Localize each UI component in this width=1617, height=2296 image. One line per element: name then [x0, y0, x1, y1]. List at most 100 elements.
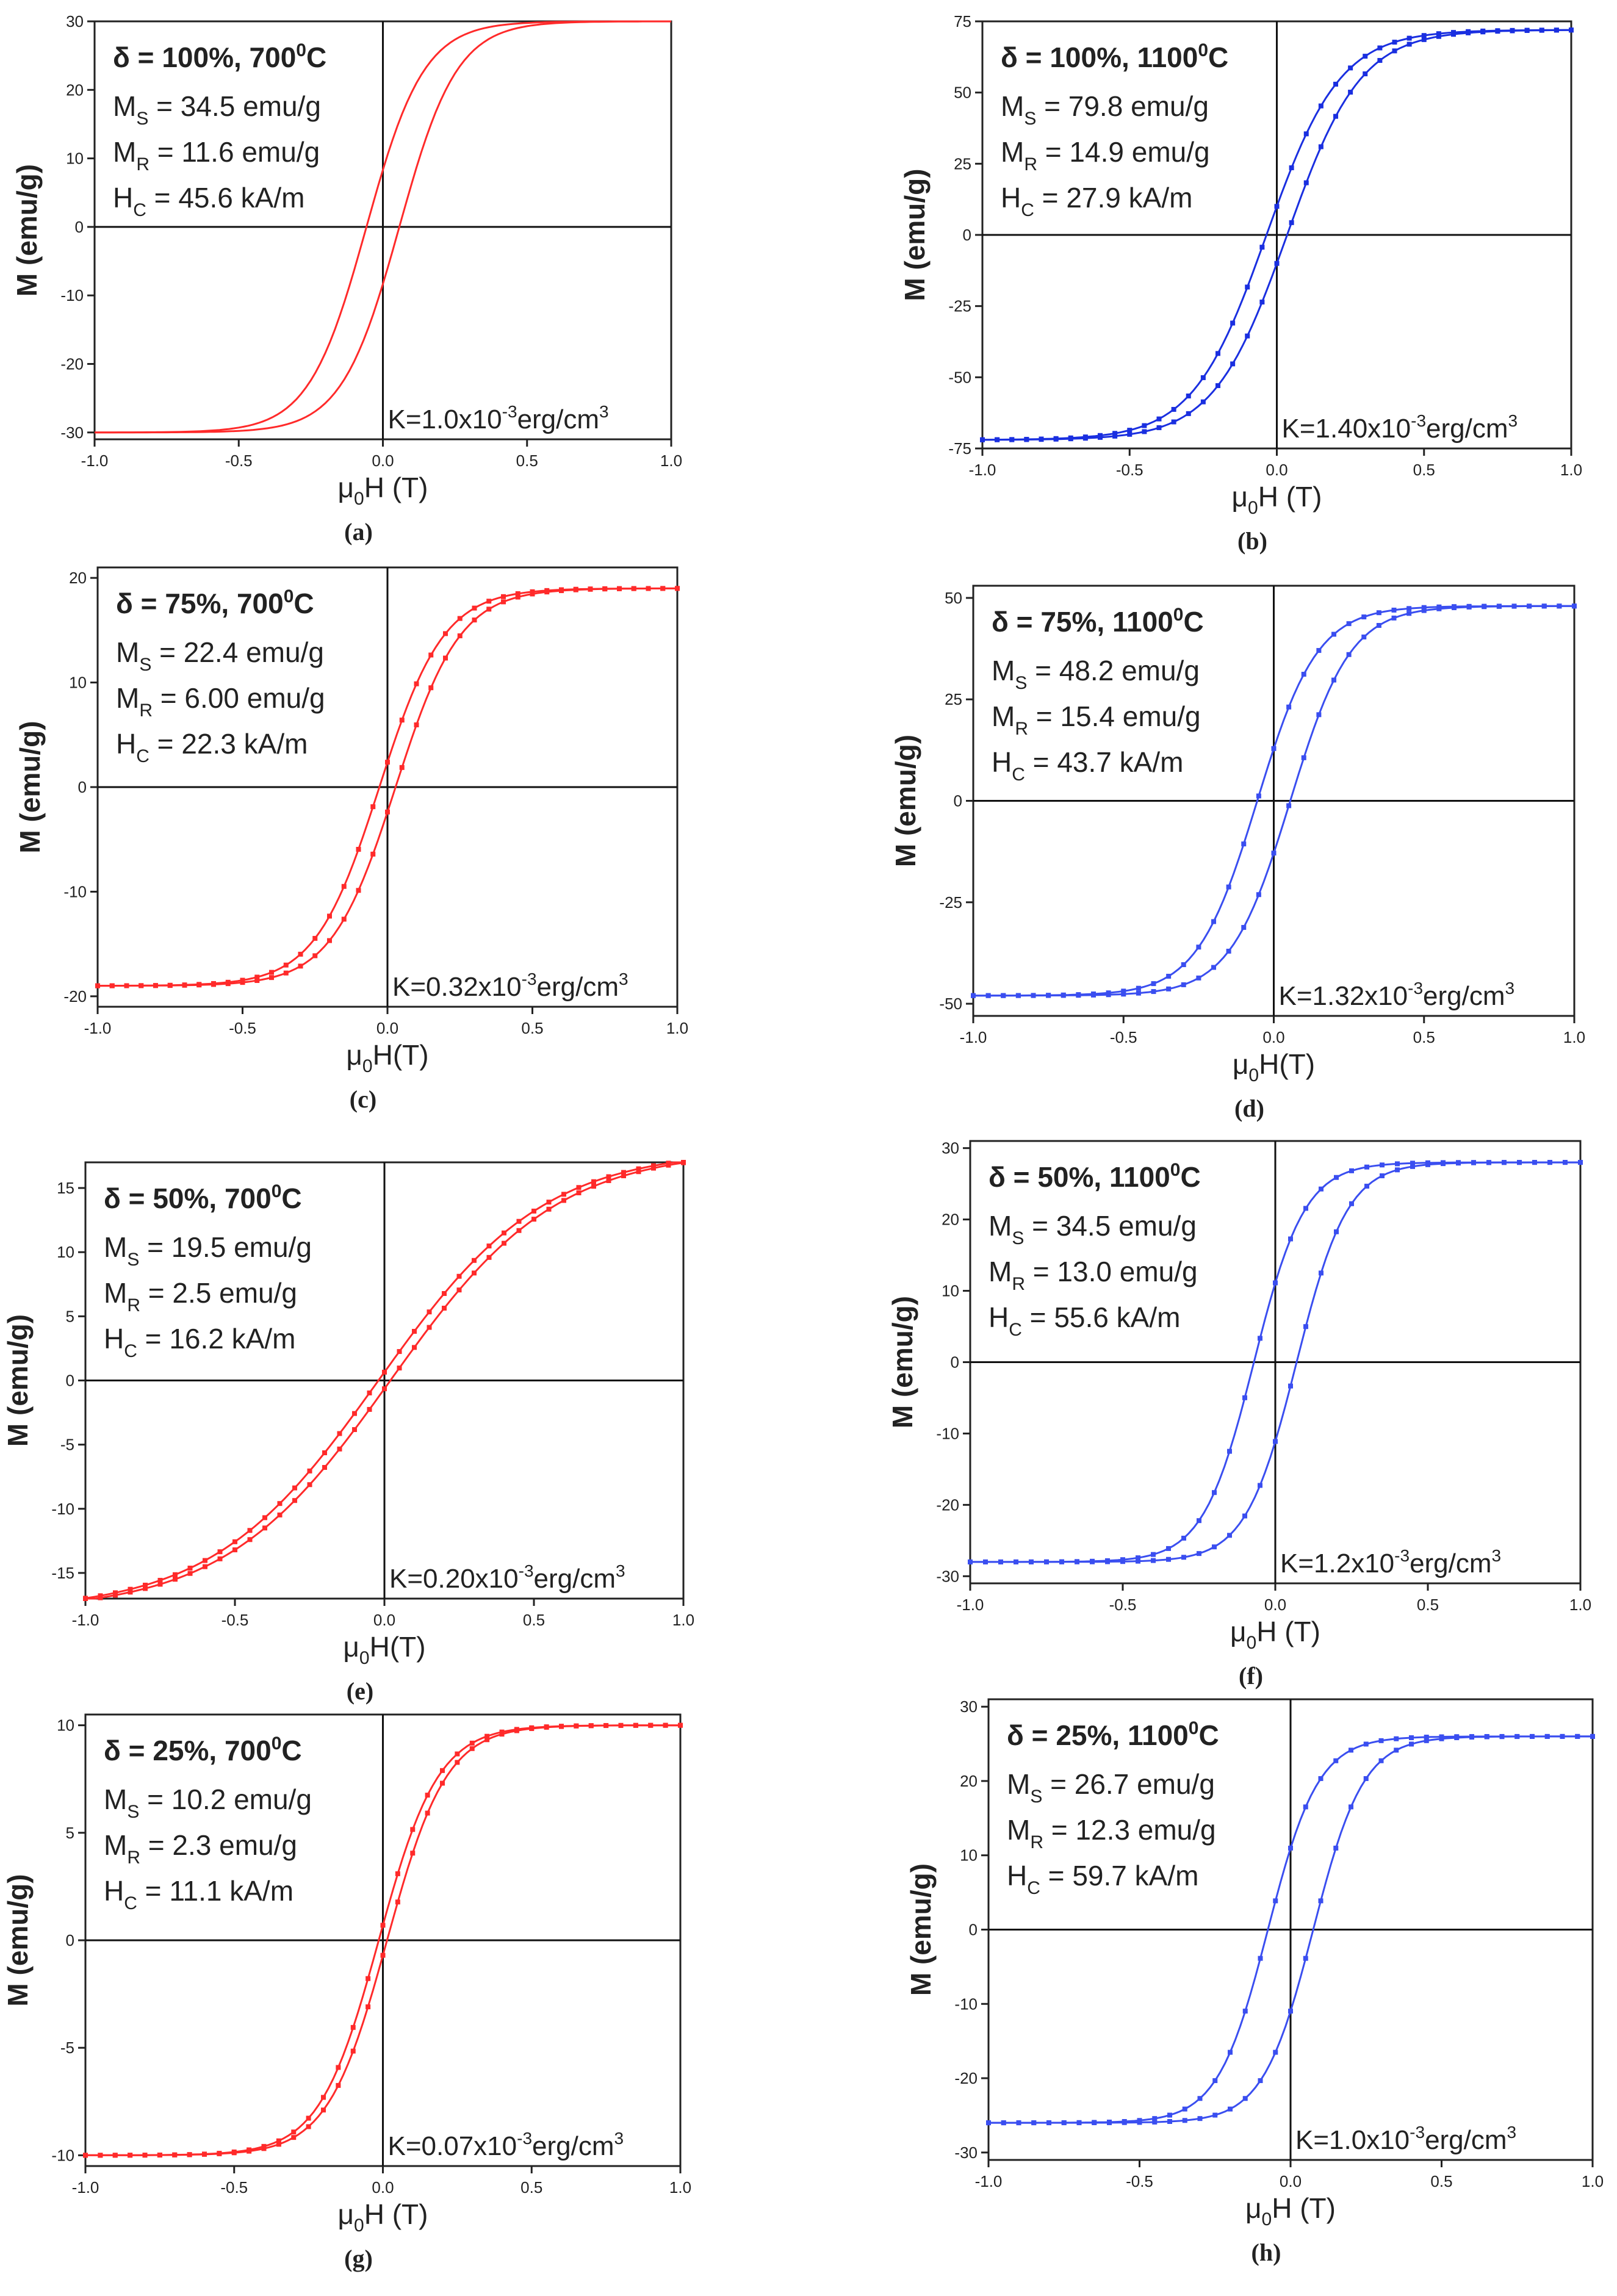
data-point-marker	[395, 1899, 400, 1905]
mu-subscript: 0	[1248, 1065, 1259, 1085]
data-point-marker	[356, 846, 361, 852]
data-point-marker	[1495, 29, 1500, 34]
data-point-marker	[1363, 1776, 1369, 1781]
data-point-marker	[1361, 634, 1367, 639]
data-point-marker	[486, 1243, 492, 1249]
data-point-marker	[1166, 1546, 1171, 1551]
data-point-marker	[261, 2146, 267, 2151]
data-point-marker	[1136, 985, 1141, 991]
y-tick-label: 10	[57, 1243, 74, 1261]
data-point-marker	[1286, 704, 1292, 710]
data-point-marker	[203, 1558, 207, 1563]
data-point-marker	[276, 2142, 281, 2147]
x-tick-label: -0.5	[1126, 2172, 1153, 2190]
y-axis-label: M (emu/g)	[890, 735, 921, 867]
y-tick-label: -75	[948, 439, 971, 458]
data-point-marker	[1406, 35, 1412, 41]
saturation-magnetization-label: MS = 22.4 emu/g	[116, 636, 324, 675]
data-point-marker	[1466, 30, 1471, 35]
data-point-marker	[1098, 434, 1103, 440]
data-point-marker	[980, 437, 985, 442]
data-point-marker	[1436, 606, 1442, 611]
field-unit: H (T)	[364, 2198, 428, 2230]
data-point-marker	[153, 983, 158, 988]
anisotropy-constant-label: K=1.0x10-3erg/cm3	[388, 402, 609, 434]
data-point-marker	[1271, 851, 1277, 856]
data-point-marker	[1572, 603, 1577, 609]
data-point-marker	[1171, 419, 1176, 425]
data-point-marker	[1421, 605, 1427, 610]
mu-symbol: μ	[346, 1039, 362, 1071]
coercivity-label: HC = 55.6 kA/m	[989, 1301, 1180, 1340]
x-tick-label: 0.5	[1417, 1596, 1439, 1614]
data-point-marker	[678, 1722, 683, 1728]
data-point-marker	[1421, 33, 1427, 38]
data-point-marker	[322, 1465, 327, 1470]
x-tick-label: 0.0	[372, 2178, 394, 2197]
panel-a: -1.0 -0.5 0.0 0.5 1.0 -30 -20 -10 0 10 20 30 M (emu/…	[11, 12, 682, 545]
data-point-marker	[440, 1768, 445, 1773]
data-point-marker	[455, 1760, 460, 1765]
data-point-marker	[469, 1740, 475, 1746]
data-point-marker	[1212, 2078, 1218, 2084]
data-point-marker	[1152, 2119, 1158, 2125]
coercivity-label: HC = 59.7 kA/m	[1007, 1860, 1198, 1898]
mu-subscript: 0	[354, 489, 364, 509]
data-point-marker	[1333, 1845, 1339, 1851]
data-point-marker	[128, 2153, 133, 2158]
data-point-marker	[352, 1411, 357, 1416]
y-tick-label: -25	[948, 297, 971, 315]
data-point-marker	[425, 1793, 430, 1798]
data-point-marker	[1334, 1175, 1339, 1180]
data-point-marker	[1001, 993, 1006, 998]
y-tick-label: -15	[51, 1564, 74, 1582]
data-point-marker	[382, 1386, 387, 1392]
data-point-marker	[646, 586, 651, 591]
x-axis-label: μ0H (T)	[1230, 1616, 1320, 1653]
data-point-marker	[277, 1512, 283, 1517]
data-point-marker	[385, 809, 390, 815]
panel-f: -1.0 -0.5 0.0 0.5 1.0 -30 -20 -10 0 10 20 30 M (emu/…	[887, 1139, 1591, 1690]
data-point-marker	[1394, 1747, 1399, 1753]
data-point-marker	[350, 2024, 356, 2030]
data-point-marker	[1436, 31, 1441, 37]
data-point-marker	[576, 1190, 582, 1195]
x-tick-label: 0.0	[372, 452, 394, 470]
data-point-marker	[440, 1780, 445, 1786]
x-tick-label: 0.5	[1430, 2172, 1452, 2190]
data-point-marker	[681, 1160, 686, 1165]
field-unit: H (T)	[1272, 2192, 1336, 2224]
data-point-marker	[182, 982, 187, 988]
data-point-marker	[1273, 1439, 1278, 1444]
data-point-marker	[1046, 2120, 1051, 2126]
data-point-marker	[486, 599, 492, 604]
x-axis-label: μ0H (T)	[338, 472, 428, 509]
panel-caption: (a)	[344, 518, 373, 545]
data-point-marker	[412, 1345, 417, 1350]
data-point-marker	[356, 888, 361, 893]
data-point-marker	[1532, 1160, 1537, 1165]
data-point-marker	[1273, 1280, 1278, 1286]
panel-caption: (c)	[350, 1085, 376, 1113]
x-axis-label: μ0H(T)	[343, 1631, 425, 1668]
data-point-marker	[472, 605, 477, 611]
data-point-marker	[1106, 992, 1111, 998]
data-point-marker	[380, 1952, 386, 1958]
x-tick-label: -1.0	[81, 452, 109, 470]
y-axis-label: M (emu/g)	[2, 1314, 34, 1447]
data-point-marker	[516, 1218, 522, 1224]
data-point-marker	[606, 1174, 611, 1179]
data-point-marker	[291, 2135, 297, 2140]
data-point-marker	[1333, 81, 1338, 87]
data-point-marker	[1590, 1733, 1595, 1739]
data-point-marker	[1486, 1160, 1491, 1165]
panel-caption: (d)	[1234, 1095, 1264, 1122]
data-point-marker	[1554, 27, 1559, 33]
data-point-marker	[1539, 27, 1544, 33]
data-point-marker	[602, 586, 608, 592]
data-point-marker	[231, 2150, 237, 2156]
x-tick-label: 0.0	[1264, 1596, 1286, 1614]
mu-symbol: μ	[1230, 1616, 1247, 1647]
data-point-marker	[1107, 2120, 1112, 2125]
